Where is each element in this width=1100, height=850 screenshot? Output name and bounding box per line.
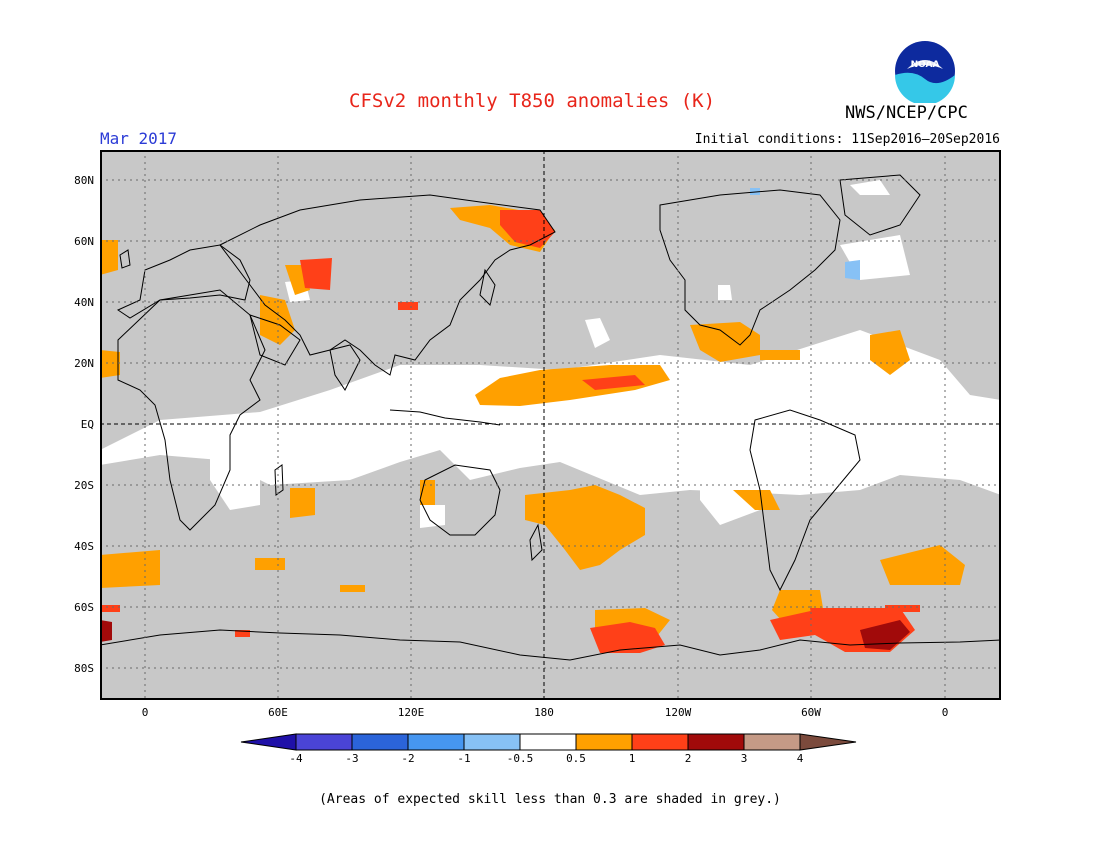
colorbar-tick-label: 2	[684, 752, 692, 765]
colorbar-segment	[463, 733, 521, 751]
lon-label: 120W	[664, 706, 692, 719]
colorbar-tick-label: -1	[457, 752, 471, 765]
anomaly-map	[100, 150, 1001, 700]
colorbar-tick-label: -2	[401, 752, 415, 765]
noaa-logo: NOAA	[895, 41, 955, 103]
colorbar-tick-label: 1	[628, 752, 636, 765]
lon-label: 180	[534, 706, 554, 719]
lon-label: 60W	[801, 706, 821, 719]
svg-text:NOAA: NOAA	[911, 60, 940, 70]
lat-label: 80S	[74, 662, 94, 675]
lat-label: EQ	[80, 418, 94, 431]
cool-anomaly-regions	[750, 188, 860, 280]
colorbar-segment	[687, 733, 745, 751]
lon-label: 120E	[397, 706, 425, 719]
colorbar-tick-label: -4	[289, 752, 303, 765]
lon-label: 0	[141, 706, 149, 719]
colorbar-tick-label: -0.5	[506, 752, 534, 765]
colorbar-tick-label: -3	[345, 752, 359, 765]
colorbar-segment	[743, 733, 801, 751]
valid-month: Mar 2017	[100, 129, 178, 148]
colorbar-tick-label: 3	[740, 752, 748, 765]
reference-lines	[100, 150, 1001, 700]
lon-label: 60E	[268, 706, 288, 719]
lat-label: 60S	[74, 601, 94, 614]
warm-anomaly-regions-3k	[100, 620, 910, 650]
agency-label: NWS/NCEP/CPC	[845, 103, 968, 123]
colorbar-segment	[295, 733, 353, 751]
colorbar-segment	[407, 733, 465, 751]
skill-footnote: (Areas of expected skill less than 0.3 a…	[319, 792, 781, 807]
colorbar-segment	[351, 733, 409, 751]
colorbar-segment	[799, 733, 857, 751]
initial-conditions: Initial conditions: 11Sep2016–20Sep2016	[694, 132, 1000, 147]
map-title: CFSv2 monthly T850 anomalies (K)	[349, 90, 716, 112]
colorbar	[240, 733, 857, 751]
lat-label: 60N	[74, 235, 94, 248]
colorbar-segment	[575, 733, 633, 751]
lat-label: 20N	[74, 357, 94, 370]
map-frame	[100, 150, 1001, 700]
lat-label: 40S	[74, 540, 94, 553]
lon-label: 0	[941, 706, 949, 719]
coastlines	[100, 174, 1001, 661]
colorbar-tick-label: 4	[796, 752, 804, 765]
lat-label: 20S	[74, 479, 94, 492]
colorbar-tick-label: 0.5	[566, 752, 586, 765]
lat-label: 40N	[74, 296, 94, 309]
colorbar-segment	[631, 733, 689, 751]
lat-label: 80N	[74, 174, 94, 187]
colorbar-segment	[240, 733, 297, 751]
graticule	[100, 150, 1001, 700]
colorbar-segment	[519, 733, 577, 751]
